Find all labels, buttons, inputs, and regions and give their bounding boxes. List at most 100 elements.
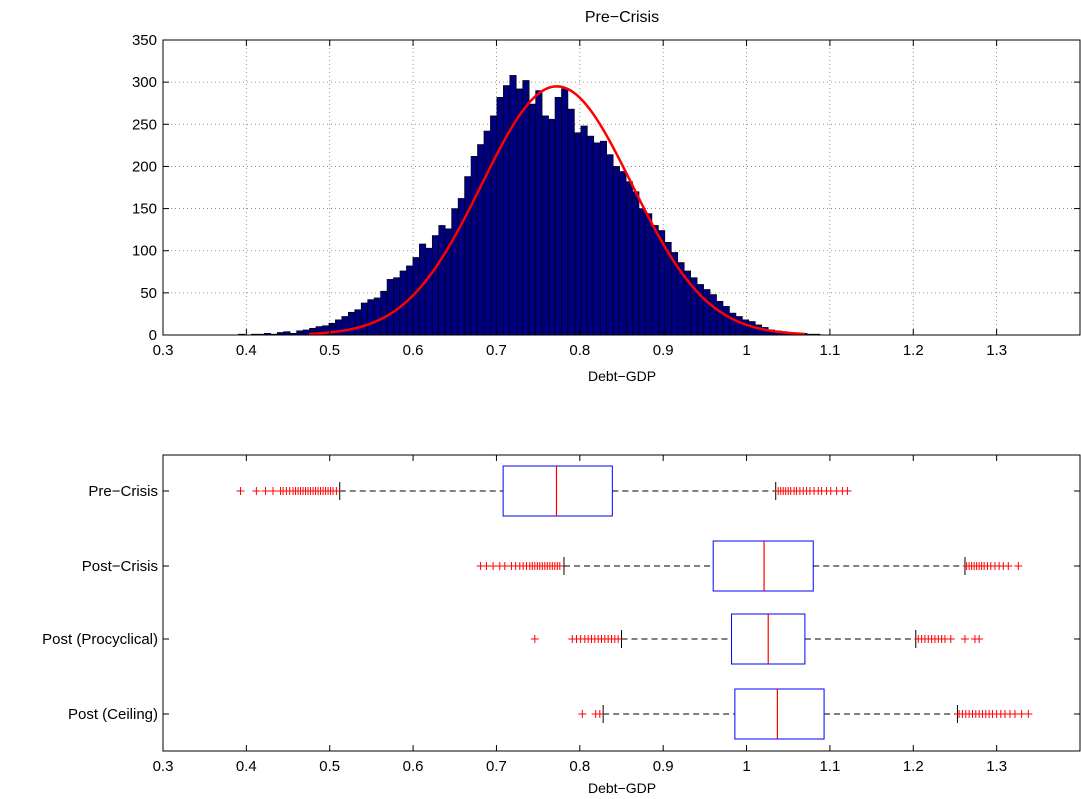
histogram-y-ticks: 0 50 100 150 200 250 300 350 — [132, 32, 1080, 344]
histogram-bar — [599, 140, 608, 336]
y-tick-label: 200 — [132, 158, 157, 175]
histogram-bar — [735, 316, 743, 336]
histogram-bar — [593, 142, 601, 336]
histogram-bar — [515, 88, 524, 336]
box-iqr — [502, 465, 613, 517]
boxplot-row — [530, 613, 984, 665]
outlier-marker — [555, 562, 564, 570]
outlier-marker — [482, 562, 491, 570]
x-tick-label: 1 — [742, 342, 750, 359]
histogram-bar — [625, 181, 633, 336]
histogram-bar — [386, 279, 394, 336]
histogram-bar — [709, 294, 717, 336]
boxplot-chart: 0.3 0.4 0.5 0.6 0.7 0.8 0.9 1 1.1 1.2 1.3 Pre−Cris… — [42, 454, 1081, 796]
histogram-bar — [528, 103, 536, 336]
histogram-bar — [729, 312, 737, 336]
histogram-bar — [645, 213, 653, 336]
histogram-bar — [567, 108, 575, 336]
outlier-marker — [236, 487, 245, 495]
y-tick-label: 100 — [132, 243, 157, 260]
histogram-bar — [431, 235, 440, 336]
histogram-bar — [522, 80, 530, 336]
histogram-bar — [496, 97, 504, 336]
outlier-marker — [946, 635, 955, 643]
histogram-bar — [296, 330, 304, 336]
outlier-marker — [252, 487, 261, 495]
y-tick-label: 0 — [149, 327, 157, 344]
boxplot-category-labels: Pre−Crisis Post−Crisis Post (Procyclical) P… — [42, 483, 1080, 723]
boxplot-x-ticks: 0.3 0.4 0.5 0.6 0.7 0.8 0.9 1 1.1 1.2 1.3 — [153, 455, 1007, 775]
histogram-bar — [612, 166, 620, 336]
histogram-bar — [742, 319, 750, 336]
outlier-marker — [614, 635, 623, 643]
histogram-bar — [632, 191, 640, 336]
x-tick-label: 0.6 — [403, 342, 424, 359]
x-tick-label: 1.1 — [819, 758, 840, 775]
category-label: Post (Ceiling) — [68, 706, 158, 723]
y-tick-label: 350 — [132, 32, 157, 49]
category-label: Post (Procyclical) — [42, 631, 158, 648]
histogram-bar — [302, 329, 310, 336]
x-tick-label: 0.4 — [236, 758, 257, 775]
histogram-bar — [360, 302, 368, 336]
histogram-bar — [367, 299, 375, 336]
histogram-bar — [716, 300, 724, 336]
outlier-marker — [960, 635, 969, 643]
histogram-chart: Pre−Crisis 0.3 0.4 0.5 0.6 0.7 0.8 0.9 1 1.1 1.2 1… — [132, 9, 1081, 384]
outlier-marker — [261, 487, 270, 495]
outlier-marker — [975, 635, 984, 643]
outlier-marker — [332, 487, 341, 495]
outlier-marker — [500, 562, 509, 570]
histogram-title: Pre−Crisis — [585, 9, 659, 26]
x-tick-label: 0.9 — [653, 342, 674, 359]
boxplot-row — [236, 465, 852, 517]
x-tick-label: 0.9 — [653, 758, 674, 775]
histogram-axes-frame — [162, 39, 1081, 336]
histogram-bar — [380, 290, 388, 336]
x-tick-label: 1.3 — [986, 342, 1007, 359]
histogram-bar — [580, 125, 588, 336]
x-tick-label: 0.4 — [236, 342, 257, 359]
boxplot-row — [476, 540, 1023, 592]
boxplot-axes-frame — [162, 454, 1081, 752]
histogram-bar — [341, 316, 349, 336]
outlier-marker — [269, 487, 278, 495]
outlier-marker — [489, 562, 498, 570]
x-tick-label: 0.5 — [319, 758, 340, 775]
histogram-bar — [561, 88, 569, 336]
outlier-marker — [530, 635, 539, 643]
histogram-bar — [606, 154, 614, 336]
histogram-bar — [619, 171, 627, 336]
histogram-bar — [535, 90, 543, 336]
normal-fit-curve — [308, 85, 805, 336]
category-label: Pre−Crisis — [88, 483, 158, 500]
x-tick-label: 0.8 — [569, 342, 590, 359]
histogram-bar — [574, 132, 582, 336]
histogram-bar — [483, 130, 491, 336]
x-tick-label: 0.3 — [153, 758, 174, 775]
histogram-bar — [451, 208, 459, 336]
box-iqr — [712, 540, 814, 592]
histogram-bars — [238, 75, 821, 336]
histogram-bar — [373, 297, 381, 336]
histogram-bar — [470, 156, 478, 336]
histogram-bar — [587, 135, 595, 336]
histogram-bar — [425, 247, 433, 336]
x-tick-label: 1.2 — [903, 758, 924, 775]
y-tick-label: 150 — [132, 201, 157, 218]
histogram-x-ticks: 0.3 0.4 0.5 0.6 0.7 0.8 0.9 1 1.1 1.2 1.3 — [153, 40, 1007, 359]
histogram-bar — [464, 176, 472, 336]
histogram-bar — [347, 311, 356, 336]
histogram-bar — [490, 115, 498, 336]
histogram-bar — [722, 306, 730, 336]
x-tick-label: 0.7 — [486, 758, 507, 775]
histogram-bar — [477, 144, 485, 336]
x-tick-label: 1 — [742, 758, 750, 775]
histogram-bar — [503, 85, 511, 336]
outlier-marker — [1004, 562, 1013, 570]
x-tick-label: 1.2 — [903, 342, 924, 359]
histogram-bar — [703, 289, 711, 336]
x-tick-label: 0.5 — [319, 342, 340, 359]
outlier-marker — [578, 710, 587, 718]
histogram-bar — [354, 309, 362, 336]
